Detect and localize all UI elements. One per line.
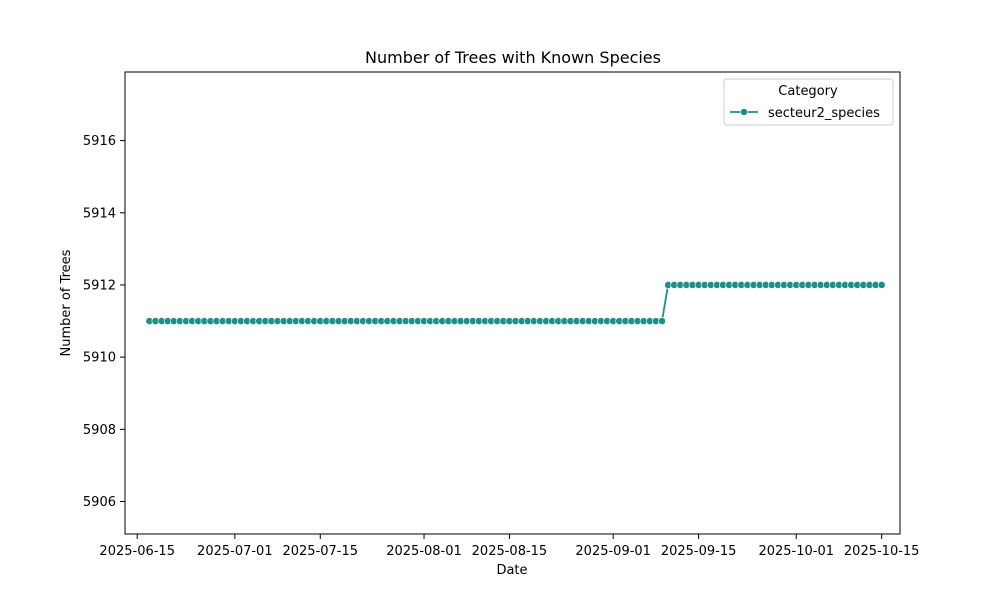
- data-point: [658, 317, 666, 325]
- x-tick-label: 2025-09-15: [661, 544, 737, 559]
- y-tick-label: 5906: [83, 495, 116, 510]
- y-tick-label: 5916: [83, 134, 116, 149]
- series-line: [149, 284, 882, 322]
- legend-marker-swatch: [740, 108, 748, 116]
- x-tick-label: 2025-08-15: [472, 544, 548, 559]
- x-tick-label: 2025-08-01: [386, 544, 462, 559]
- y-axis: 5906 5908 5910 5912 5914 5916: [83, 134, 125, 510]
- x-tick-label: 2025-10-15: [844, 544, 920, 559]
- x-axis-label: Date: [496, 563, 527, 578]
- y-tick-label: 5908: [83, 423, 116, 438]
- y-tick-label: 5914: [83, 206, 116, 221]
- x-tick-label: 2025-06-15: [99, 544, 175, 559]
- legend-entry-label: secteur2_species: [768, 106, 880, 121]
- plot-area: [124, 71, 901, 535]
- legend-box: [723, 78, 894, 126]
- legend-title: Category: [778, 84, 838, 99]
- x-tick-label: 2025-07-01: [197, 544, 273, 559]
- y-tick-label: 5912: [83, 278, 116, 293]
- series-layer: [145, 281, 886, 325]
- y-tick-label: 5910: [83, 351, 116, 366]
- x-axis: 2025-06-15 2025-07-01 2025-07-15 2025-08-01…: [99, 534, 919, 559]
- data-point: [877, 281, 886, 289]
- x-tick-label: 2025-07-15: [282, 544, 358, 559]
- x-tick-label: 2025-10-01: [758, 544, 834, 559]
- legend: Category secteur2_species: [723, 78, 894, 126]
- chart-title: Number of Trees with Known Species: [365, 48, 661, 67]
- y-axis-label: Number of Trees: [59, 249, 74, 356]
- plot-frame: [124, 71, 901, 535]
- x-tick-label: 2025-09-01: [575, 544, 651, 559]
